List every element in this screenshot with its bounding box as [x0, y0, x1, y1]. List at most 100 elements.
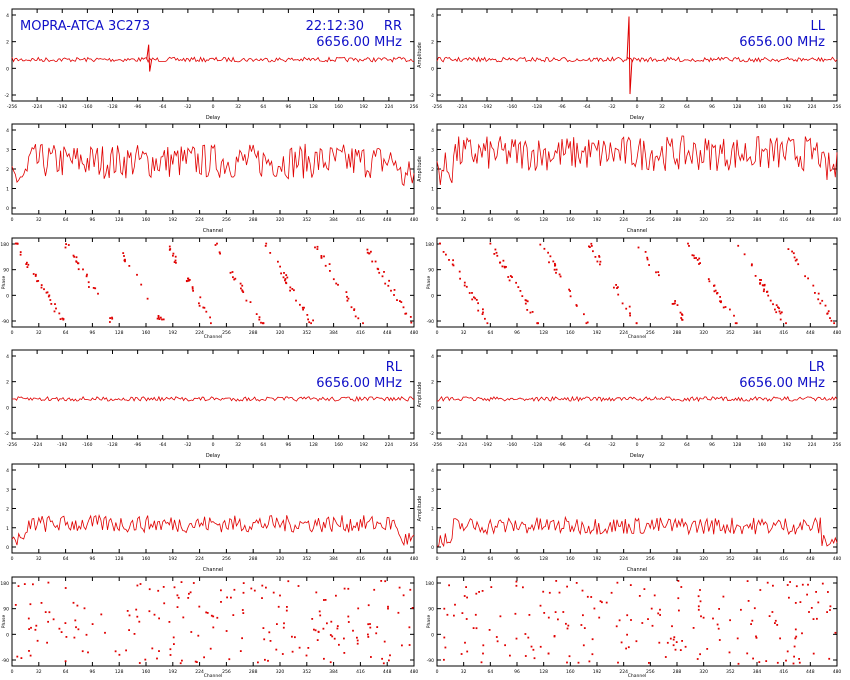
phase-point — [34, 275, 37, 277]
phase-point — [65, 636, 68, 638]
phase-point — [399, 300, 401, 302]
x-tick-label: 96 — [514, 556, 520, 562]
phase-point — [47, 295, 50, 298]
phase-point — [687, 242, 689, 245]
phase-point — [529, 311, 532, 314]
x-tick-label: 320 — [699, 330, 708, 336]
phase-point — [616, 581, 619, 584]
phase-point — [240, 287, 242, 290]
phase-point — [799, 601, 802, 603]
phase-point — [218, 251, 221, 254]
phase-point — [205, 310, 208, 313]
x-tick-label: 32 — [36, 330, 42, 336]
phase-point — [620, 641, 623, 644]
y-tick-label: 1 — [431, 526, 434, 532]
phase-point — [29, 603, 32, 606]
phase-panel-frame — [11, 237, 415, 328]
phase-point — [697, 608, 700, 611]
phase-point — [758, 661, 761, 663]
x-tick-label: 256 — [410, 104, 419, 110]
phase-point — [168, 245, 171, 248]
phase-point — [552, 260, 555, 263]
delay-axis-label: Delay — [206, 453, 220, 459]
phase-point — [197, 634, 200, 637]
phase-point — [816, 617, 818, 620]
phase-point — [319, 614, 322, 617]
phase-point — [397, 611, 400, 614]
phase-point — [46, 641, 48, 644]
phase-point — [182, 616, 185, 619]
phase-point — [144, 658, 147, 661]
x-tick-label: 64 — [684, 104, 690, 110]
y-tick-label: 1 — [431, 187, 434, 193]
phase-point — [789, 581, 791, 583]
x-tick-label: -192 — [57, 104, 67, 110]
phase-point — [699, 589, 701, 591]
phase-point — [82, 268, 84, 271]
phase-point — [332, 278, 335, 281]
phase-point — [302, 308, 304, 311]
phase-point — [261, 597, 263, 599]
x-tick-label: 256 — [646, 330, 655, 336]
phase-point — [188, 592, 190, 595]
phase-point — [369, 623, 371, 625]
phase-point — [324, 264, 327, 267]
phase-point — [320, 255, 323, 257]
phase-point — [44, 611, 47, 613]
x-tick-label: 224 — [385, 104, 394, 110]
phase-point — [786, 650, 789, 653]
phase-point — [194, 660, 197, 663]
phase-point — [547, 251, 549, 254]
phase-point — [45, 291, 48, 294]
y-tick-label: 4 — [431, 468, 434, 474]
phase-point — [490, 586, 493, 588]
channel-axis-label: Channel — [203, 567, 224, 573]
amplitude-trace-lr — [437, 515, 838, 548]
phase-point — [43, 288, 45, 291]
phase-point — [785, 322, 787, 325]
y-tick-label: 0 — [431, 545, 434, 551]
x-tick-label: 0 — [636, 442, 639, 448]
x-tick-label: 160 — [566, 669, 575, 675]
phase-point — [722, 595, 725, 598]
phase-point — [646, 256, 649, 259]
phase-point — [32, 583, 34, 586]
phase-point — [122, 252, 125, 254]
x-tick-label: 128 — [309, 104, 318, 110]
phase-point — [268, 631, 271, 634]
amplitude-axis-label: Amplitude — [417, 42, 423, 68]
phase-points-lr — [443, 580, 837, 665]
phase-point — [26, 266, 29, 268]
phase-point — [174, 259, 177, 262]
phase-point — [303, 306, 305, 309]
phase-point — [28, 650, 30, 652]
phase-point — [650, 607, 653, 610]
phase-point — [676, 304, 679, 306]
phase-point — [285, 274, 288, 276]
phase-point — [776, 624, 779, 626]
y-tick-label: 90 — [3, 607, 9, 613]
phase-point — [343, 652, 346, 654]
x-tick-label: 480 — [410, 217, 419, 223]
phase-point — [377, 268, 380, 271]
x-tick-label: 128 — [733, 442, 742, 448]
frequency-label: 6656.00 MHz — [316, 376, 402, 391]
phase-point — [454, 603, 456, 606]
phase-point — [629, 584, 632, 586]
phase-point — [336, 627, 339, 630]
x-tick-label: 480 — [833, 556, 842, 562]
phase-point — [390, 289, 392, 292]
phase-point — [569, 290, 571, 292]
phase-point — [28, 628, 30, 630]
x-tick-label: 32 — [461, 330, 467, 336]
phase-point — [343, 637, 345, 640]
phase-point — [49, 299, 52, 301]
x-tick-label: -224 — [457, 104, 467, 110]
x-tick-label: 96 — [514, 330, 520, 336]
x-tick-label: 448 — [383, 669, 392, 675]
channel-axis-label: Channel — [628, 673, 646, 679]
phase-point — [199, 296, 202, 299]
phase-point — [347, 615, 350, 618]
phase-point — [187, 597, 190, 599]
phase-point — [482, 308, 484, 311]
